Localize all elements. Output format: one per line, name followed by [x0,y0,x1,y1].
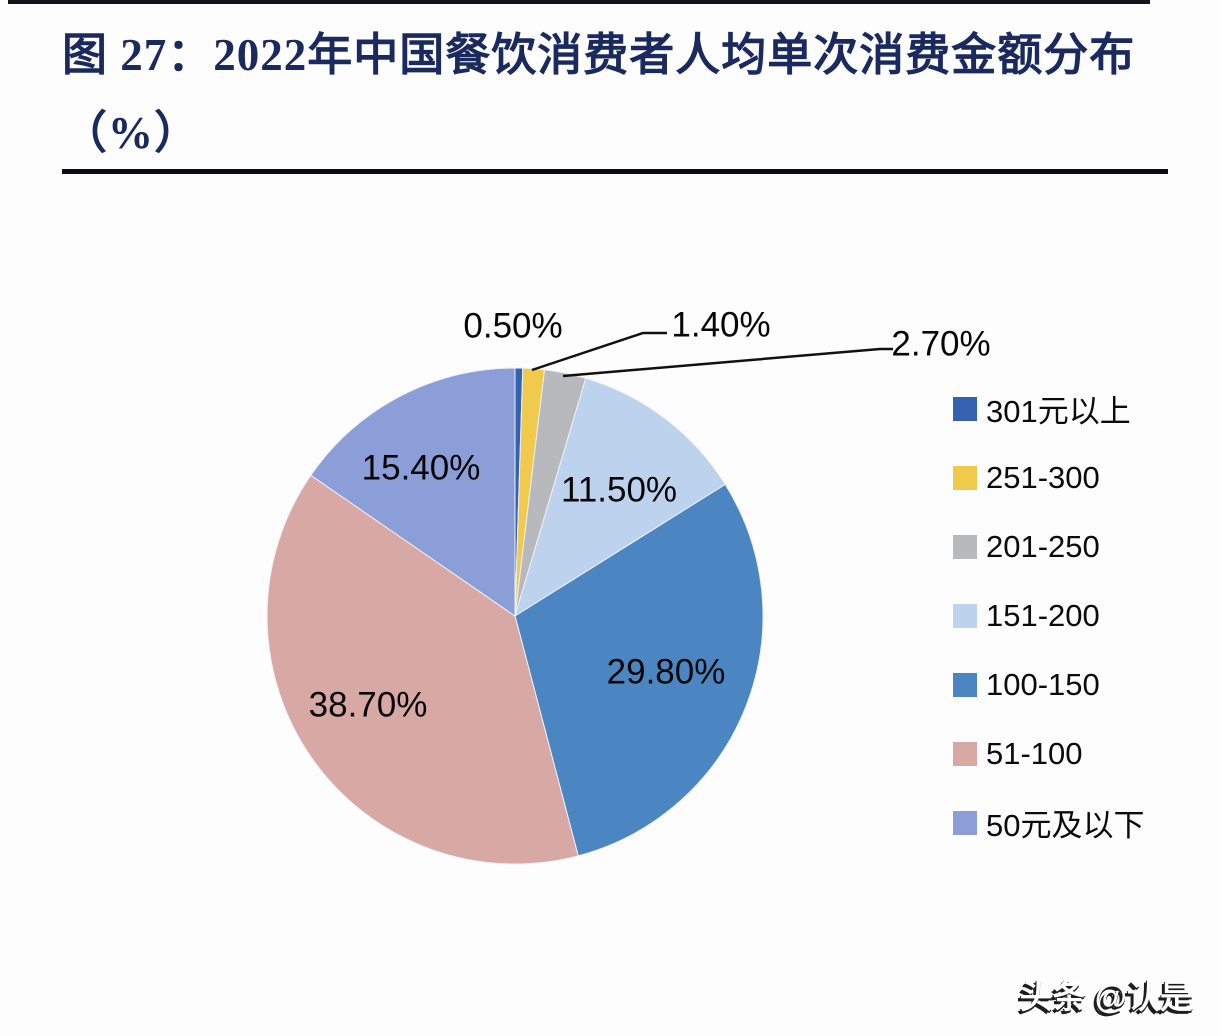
legend-swatch-icon [953,672,977,697]
title-underline [62,169,1168,174]
slice-label-1: 1.40% [671,306,770,345]
legend-swatch-icon [953,396,977,421]
legend-swatch-icon [953,810,977,835]
legend-label: 201-250 [986,528,1100,564]
leader-lines [531,331,893,378]
pie-slice-6 [310,367,516,617]
legend-label: 151-200 [986,597,1100,633]
legend-label: 251-300 [986,459,1100,495]
slice-label-5: 38.70% [309,686,428,725]
legend-label: 301元以上 [986,394,1131,429]
legend-item-4: 100-150 [953,650,1144,719]
pie-slice-5 [266,474,579,865]
watermark: 头条 @认是 [1019,978,1193,1015]
legend-item-2: 201-250 [953,512,1144,581]
legend-item-6: 50元及以下 [953,788,1144,857]
pie-slice-3 [514,377,726,618]
slice-label-2: 2.70% [891,325,990,364]
figure-title: 图 27：2022年中国餐饮消费者人均单次消费金额分布（%） [62,30,1136,158]
legend-swatch-icon [953,534,977,559]
slice-label-0: 0.50% [463,307,562,346]
chart-legend: 301元以上 251-300 201-250 151-200 100-150 51-100… [953,374,1144,857]
legend-swatch-icon [953,741,977,766]
legend-item-3: 151-200 [953,581,1144,650]
legend-label: 100-150 [986,666,1100,702]
legend-item-5: 51-100 [953,719,1144,788]
legend-label: 51-100 [986,735,1083,771]
page-top-rule [8,0,1150,4]
legend-swatch-icon [953,465,977,490]
legend-item-0: 301元以上 [953,374,1144,443]
slice-label-3: 11.50% [561,471,677,510]
leader-line-1 [562,347,893,378]
slice-label-6: 15.40% [362,449,481,488]
slice-labels: 0.50% 1.40% 2.70% 11.50% 29.80% 38.70% 15.40% [309,306,991,725]
legend-item-1: 251-300 [953,443,1144,512]
pie-slices [266,367,764,865]
legend-swatch-icon [953,603,977,628]
leader-line-0 [531,331,667,372]
pie-slice-4 [514,483,764,857]
legend-label: 50元及以下 [986,808,1145,843]
slice-label-4: 29.80% [607,653,726,692]
